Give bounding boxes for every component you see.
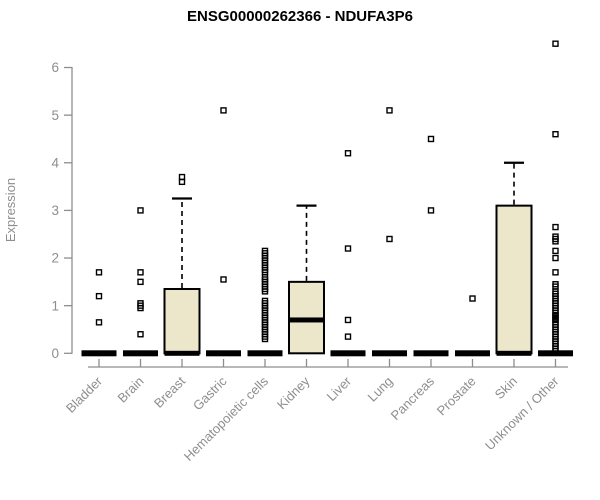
outlier-gastric (220, 107, 227, 114)
boxplot-group-lung (372, 107, 407, 357)
collapsed-box-bladder (81, 350, 117, 357)
outlier-unknown-other (552, 131, 559, 138)
outlier-brain (137, 331, 144, 338)
collapsed-box-pancreas (413, 350, 449, 357)
plot-area (81, 40, 573, 357)
x-category-label-skin: Skin (492, 374, 520, 402)
x-category-label-prostate: Prostate (434, 374, 479, 419)
outlier-bladder (95, 269, 103, 276)
boxplot-group-brain (123, 207, 158, 357)
y-tick-label: 3 (51, 203, 59, 218)
outlier-lung (386, 235, 393, 243)
collapsed-box-lung (372, 350, 407, 357)
collapsed-box-gastric (206, 350, 241, 357)
outlier-hematopoietic-cells (261, 297, 269, 305)
x-category-label-bladder: Bladder (63, 373, 106, 416)
outlier-brain (137, 269, 144, 276)
box-skin (495, 204, 533, 355)
boxplot-group-pancreas (413, 135, 449, 357)
x-category-label-kidney: Kidney (274, 373, 313, 412)
outlier-unknown-other (552, 247, 559, 255)
median-breast (164, 350, 200, 356)
outlier-liver (344, 245, 352, 252)
outlier-liver (344, 316, 352, 324)
outlier-liver (344, 333, 352, 340)
box-breast (163, 287, 201, 355)
outlier-gastric (220, 276, 227, 283)
outlier-brain (137, 300, 144, 307)
x-category-label-liver: Liver (324, 373, 355, 404)
y-tick-label: 2 (51, 251, 59, 266)
y-tick-label: 6 (51, 60, 59, 75)
outlier-pancreas (427, 135, 435, 143)
median-skin (496, 350, 532, 356)
boxplot-group-liver (330, 150, 366, 357)
collapsed-box-hematopoietic-cells (247, 350, 283, 357)
outlier-unknown-other (552, 40, 559, 47)
boxplot-group-unknown-other (538, 40, 573, 357)
median-kidney (289, 317, 324, 323)
chart-title: ENSG00000262366 - NDUFA3P6 (187, 8, 413, 25)
outlier-bladder (95, 292, 103, 300)
boxplot-group-bladder (81, 269, 117, 357)
outlier-breast (178, 173, 186, 181)
outlier-brain (137, 278, 144, 286)
boxplot-group-breast (163, 173, 201, 356)
outlier-unknown-other (552, 233, 559, 240)
outlier-unknown-other (552, 269, 559, 276)
outlier-unknown-other (552, 223, 559, 231)
outlier-lung (386, 107, 393, 114)
x-category-label-pancreas: Pancreas (388, 373, 438, 423)
outlier-pancreas (427, 207, 435, 214)
outlier-unknown-other (552, 254, 559, 262)
x-category-label-unknown-other: Unknown / Other (482, 373, 562, 453)
x-category-label-breast: Breast (151, 373, 188, 410)
boxplot-group-hematopoietic-cells (247, 247, 283, 357)
y-axis-title: Expression (3, 178, 18, 242)
outlier-unknown-other (552, 281, 559, 288)
boxplot-group-prostate (455, 295, 490, 357)
y-tick-label: 0 (51, 346, 59, 361)
boxplot-group-gastric (206, 107, 241, 357)
collapsed-box-prostate (455, 350, 490, 357)
outlier-hematopoietic-cells (261, 247, 269, 255)
boxplot-group-kidney (288, 204, 325, 355)
y-tick-label: 5 (51, 108, 59, 123)
outlier-liver (344, 150, 352, 157)
x-category-label-brain: Brain (115, 374, 147, 406)
x-category-label-gastric: Gastric (190, 373, 230, 413)
boxplot-group-skin (495, 161, 533, 356)
outlier-brain (137, 207, 144, 214)
y-tick-label: 4 (51, 155, 59, 170)
y-tick-label: 1 (51, 298, 59, 313)
outlier-prostate (469, 295, 476, 302)
collapsed-box-liver (330, 350, 366, 357)
collapsed-box-brain (123, 350, 158, 357)
x-category-label-lung: Lung (365, 374, 396, 405)
outlier-bladder (95, 319, 103, 326)
